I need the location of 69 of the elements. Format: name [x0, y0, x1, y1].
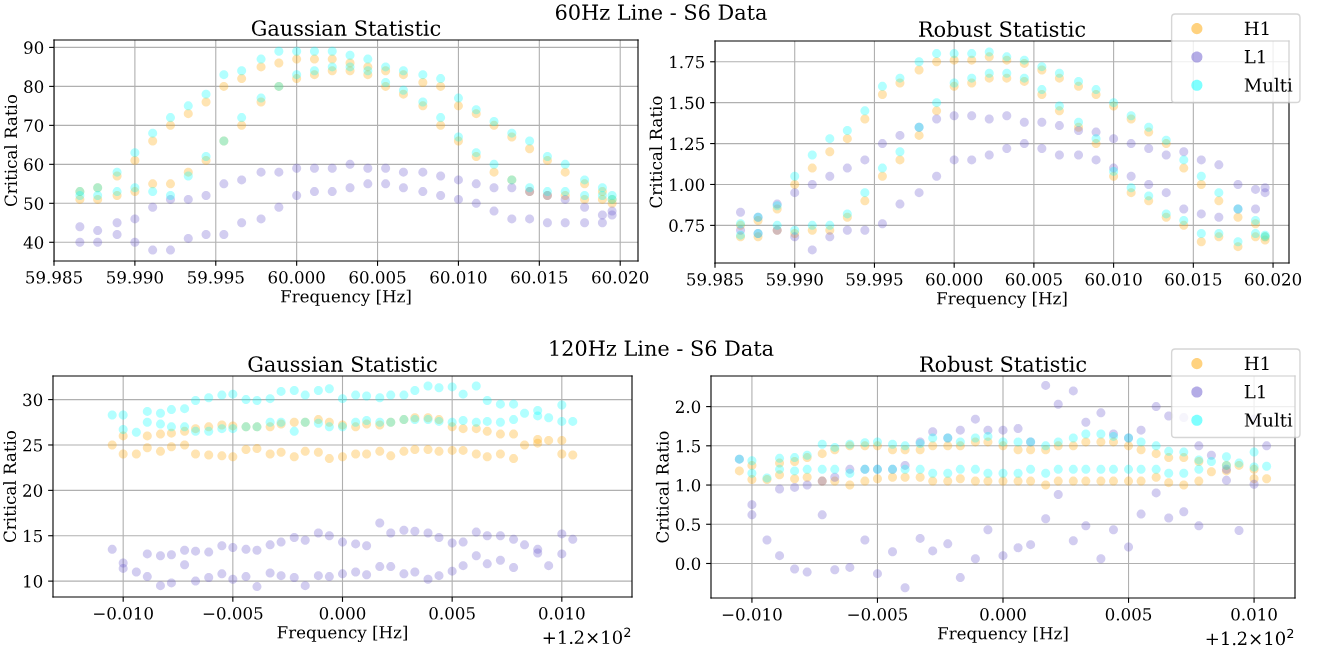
legend-label: H1	[1244, 356, 1269, 370]
y-tick-label: 2.0	[675, 400, 701, 414]
y-tick-label: 1.75	[670, 55, 704, 69]
chart-title: Robust Statistic	[919, 20, 1086, 37]
x-tick-label: 60.005	[349, 271, 406, 284]
y-tick-label: 40	[23, 236, 44, 249]
x-tick-label: 60.010	[430, 271, 487, 284]
chart-subtitle: 120Hz Line - S6 Data	[550, 340, 774, 357]
y-tick-label: 1.0	[676, 479, 701, 492]
y-axis-title: Critical Ratio	[3, 430, 17, 543]
x-tick-label: 59.995	[846, 273, 903, 286]
x-tick-label: 0.000	[980, 608, 1026, 621]
y-axis-title: Critical Ratio	[655, 431, 669, 543]
y-tick-label: 15	[24, 529, 42, 543]
y-tick-label: 80	[24, 80, 44, 93]
x-tick-label: 60.010	[1085, 273, 1142, 286]
chart-subtitle: 60Hz Line - S6 Data	[555, 4, 767, 21]
legend-label: H1	[1244, 21, 1269, 35]
chart-title: Gaussian Statistic	[251, 20, 441, 36]
y-tick-label: 0.0	[675, 557, 701, 571]
x-tick-label: −0.010	[722, 608, 782, 621]
x-axis-title: Frequency [Hz]	[937, 291, 1067, 308]
y-tick-label: 70	[24, 119, 44, 132]
x-tick-label: 60.015	[511, 271, 568, 284]
y-tick-label: 1.50	[670, 96, 705, 110]
x-tick-label: 59.985	[26, 271, 82, 284]
x-tick-label: 60.005	[1005, 273, 1062, 286]
chart-title: Robust Statistic	[920, 355, 1087, 372]
x-tick-label: 0.005	[1105, 608, 1152, 621]
x-tick-label: −0.005	[848, 608, 908, 621]
y-tick-label: 10	[24, 575, 43, 588]
y-tick-label: 25	[23, 438, 42, 452]
text: +1.2×10$^{2}$	[1206, 628, 1294, 646]
text: +1.2×10$^{2}$	[543, 627, 631, 645]
legend-label: L1	[1244, 384, 1265, 399]
x-tick-label: 0.005	[429, 607, 475, 620]
x-tick-label: 0.010	[1231, 608, 1277, 621]
x-tick-label: 60.000	[926, 273, 983, 286]
y-tick-label: 30	[23, 393, 43, 407]
x-tick-label: −0.010	[94, 607, 153, 620]
x-tick-label: 60.020	[1245, 273, 1302, 286]
y-tick-label: 1.5	[676, 439, 700, 453]
legend-label: Multi	[1244, 412, 1293, 427]
y-tick-label: 1.25	[670, 137, 704, 151]
chart-title: Gaussian Statistic	[248, 356, 437, 372]
y-tick-label: 0.75	[669, 219, 704, 232]
y-tick-label: 20	[23, 484, 43, 497]
y-tick-label: 90	[24, 41, 44, 54]
x-tick-label: 0.010	[539, 607, 585, 620]
x-tick-label: 60.000	[268, 271, 325, 284]
legend-label: Multi	[1244, 77, 1293, 92]
x-tick-label: 59.995	[188, 271, 244, 284]
y-tick-label: 0.5	[675, 518, 700, 531]
x-tick-label: 59.990	[766, 273, 823, 286]
x-tick-label: 0.000	[319, 607, 366, 620]
x-tick-label: 59.985	[687, 273, 743, 286]
x-axis-title: Frequency [Hz]	[938, 626, 1068, 643]
x-axis-title: Frequency [Hz]	[277, 625, 407, 642]
x-tick-label: 59.990	[107, 271, 163, 284]
legend-label: L1	[1244, 49, 1265, 64]
x-axis-title: Frequency [Hz]	[281, 289, 411, 306]
y-tick-label: 50	[24, 197, 44, 210]
x-tick-label: −0.005	[203, 607, 263, 620]
y-tick-label: 60	[24, 158, 44, 171]
y-axis-title: Critical Ratio	[4, 94, 18, 207]
y-axis-title: Critical Ratio	[649, 96, 663, 208]
x-tick-label: 60.020	[592, 271, 649, 284]
y-tick-label: 1.00	[670, 178, 705, 192]
x-tick-label: 60.015	[1165, 273, 1222, 286]
